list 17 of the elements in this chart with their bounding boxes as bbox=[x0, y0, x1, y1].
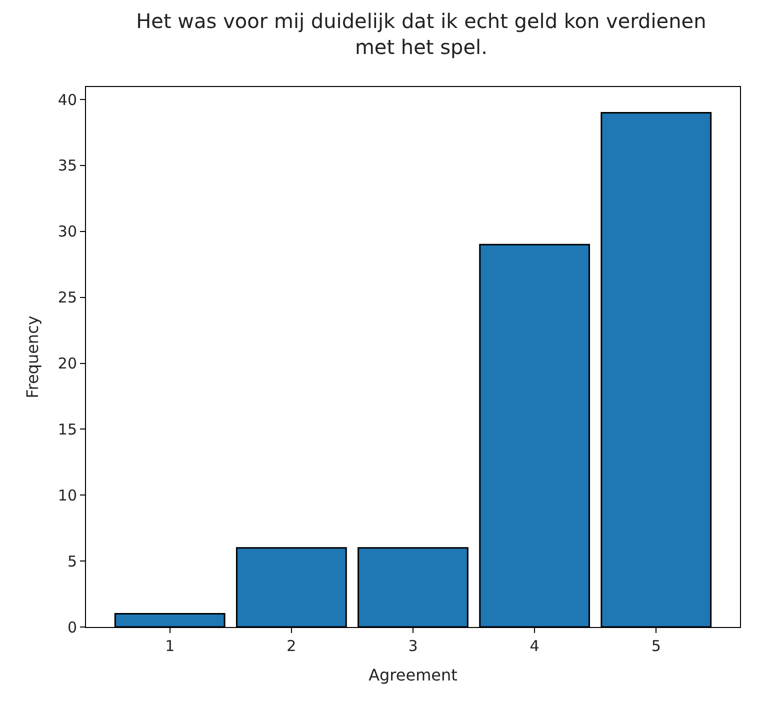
x-tick-label: 5 bbox=[651, 637, 661, 655]
y-tick-label: 30 bbox=[58, 222, 77, 241]
y-tick-label: 15 bbox=[58, 420, 77, 438]
y-tick-label: 40 bbox=[58, 90, 77, 109]
y-tick-label: 10 bbox=[58, 486, 77, 504]
y-tick-label: 35 bbox=[58, 156, 77, 175]
y-tick-label: 25 bbox=[58, 288, 77, 307]
x-tick-label: 4 bbox=[530, 637, 540, 655]
y-tick-label: 0 bbox=[67, 618, 77, 636]
y-axis-title: Frequency bbox=[22, 316, 42, 398]
x-tick-label: 1 bbox=[165, 637, 175, 655]
chart-title: Het was voor mij duidelijk dat ik echt geld kon verdienen met het spel. bbox=[136, 9, 706, 60]
x-tick-label: 2 bbox=[286, 637, 296, 655]
x-tick-label: 3 bbox=[408, 637, 418, 655]
y-tick-label: 20 bbox=[58, 354, 77, 373]
x-axis-title: Agreement bbox=[368, 666, 458, 685]
y-tick-label: 5 bbox=[67, 552, 77, 570]
